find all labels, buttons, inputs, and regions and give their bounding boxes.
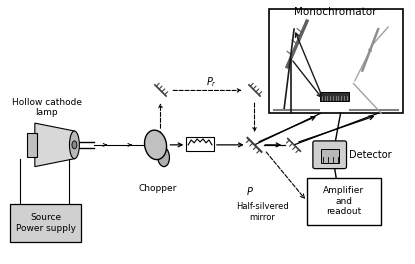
FancyBboxPatch shape <box>313 141 347 169</box>
Text: Detector: Detector <box>349 150 391 160</box>
Text: Hollow cathode
lamp: Hollow cathode lamp <box>12 98 82 117</box>
Bar <box>27 133 37 157</box>
Bar <box>10 204 81 242</box>
Text: P: P <box>247 187 252 197</box>
Ellipse shape <box>144 130 166 160</box>
Polygon shape <box>35 123 74 167</box>
Text: Monochromator: Monochromator <box>294 7 377 17</box>
Ellipse shape <box>69 131 79 159</box>
Bar <box>186 137 214 151</box>
Text: Half-silvered
mirror: Half-silvered mirror <box>236 202 289 222</box>
Ellipse shape <box>72 141 77 149</box>
Text: Amplifier
and
readout: Amplifier and readout <box>323 186 364 216</box>
Bar <box>269 9 403 113</box>
Ellipse shape <box>157 147 169 167</box>
Text: $P_r$: $P_r$ <box>206 76 217 89</box>
Bar <box>320 92 349 101</box>
Bar <box>307 177 381 225</box>
Text: Source
Power supply: Source Power supply <box>16 213 76 233</box>
Text: Chopper: Chopper <box>138 184 177 193</box>
Bar <box>321 149 339 163</box>
